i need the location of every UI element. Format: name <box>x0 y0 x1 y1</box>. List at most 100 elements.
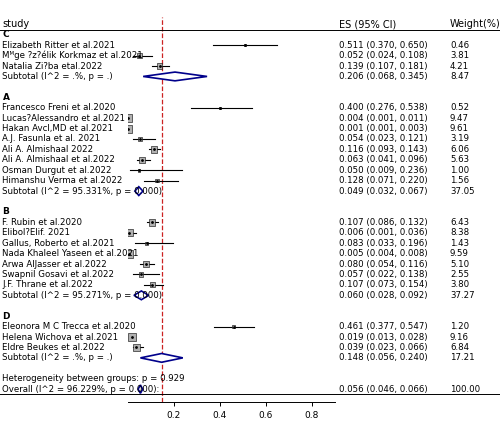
Text: 0.019 (0.013, 0.028): 0.019 (0.013, 0.028) <box>339 332 428 341</box>
Bar <box>149 219 156 226</box>
Text: 0.049 (0.032, 0.067): 0.049 (0.032, 0.067) <box>339 187 428 196</box>
Text: 0.060 (0.028, 0.092): 0.060 (0.028, 0.092) <box>339 291 428 300</box>
Text: 100.00: 100.00 <box>450 385 480 393</box>
Text: 0.107 (0.086, 0.132): 0.107 (0.086, 0.132) <box>339 218 428 227</box>
Text: Subtotal (I^2 = 95.331%, p = 0.000): Subtotal (I^2 = 95.331%, p = 0.000) <box>2 187 162 196</box>
Bar <box>150 283 154 287</box>
Bar <box>219 107 220 109</box>
Text: Ali A. Almishaal et al.2022: Ali A. Almishaal et al.2022 <box>2 155 116 164</box>
Text: 0.056 (0.046, 0.066): 0.056 (0.046, 0.066) <box>339 385 428 393</box>
Text: F. Rubin et al.2020: F. Rubin et al.2020 <box>2 218 82 227</box>
Text: Francesco Freni et al.2020: Francesco Freni et al.2020 <box>2 103 116 112</box>
Text: 5.10: 5.10 <box>450 260 469 269</box>
Bar <box>128 333 136 341</box>
Text: 0.46: 0.46 <box>450 41 469 50</box>
Text: 0.001 (0.001, 0.003): 0.001 (0.001, 0.003) <box>339 124 428 133</box>
Text: 6.84: 6.84 <box>450 343 469 352</box>
Bar <box>124 125 132 132</box>
Polygon shape <box>135 187 143 196</box>
Polygon shape <box>140 353 183 362</box>
Text: Lucas?Alessandro et al.2021: Lucas?Alessandro et al.2021 <box>2 114 126 123</box>
Bar <box>138 137 142 141</box>
Text: Mᴹge ?z?élik Korkmaz et al.2021: Mᴹge ?z?élik Korkmaz et al.2021 <box>2 51 144 60</box>
Text: 0.050 (0.009, 0.236): 0.050 (0.009, 0.236) <box>339 166 428 175</box>
Text: 0.206 (0.068, 0.345): 0.206 (0.068, 0.345) <box>339 72 428 81</box>
Text: 0.083 (0.033, 0.196): 0.083 (0.033, 0.196) <box>339 239 428 248</box>
Bar <box>244 44 246 46</box>
Text: 3.81: 3.81 <box>450 51 469 60</box>
Text: 6.06: 6.06 <box>450 145 469 154</box>
Text: 1.00: 1.00 <box>450 166 469 175</box>
Text: 0.400 (0.276, 0.538): 0.400 (0.276, 0.538) <box>339 103 428 112</box>
Bar <box>133 344 140 351</box>
Text: 0.054 (0.023, 0.121): 0.054 (0.023, 0.121) <box>339 135 428 144</box>
Text: Gallus, Roberto et al.2021: Gallus, Roberto et al.2021 <box>2 239 115 248</box>
Text: 0.52: 0.52 <box>450 103 469 112</box>
Text: 37.05: 37.05 <box>450 187 474 196</box>
Text: Swapnil Gosavi et al.2022: Swapnil Gosavi et al.2022 <box>2 270 114 279</box>
Text: Helena Wichova et al.2021: Helena Wichova et al.2021 <box>2 332 118 341</box>
Bar <box>138 273 142 276</box>
Text: 0.057 (0.022, 0.138): 0.057 (0.022, 0.138) <box>339 270 428 279</box>
Text: Weight(%): Weight(%) <box>450 19 500 29</box>
Text: B: B <box>2 207 10 216</box>
Bar <box>137 53 142 58</box>
Text: 3.19: 3.19 <box>450 135 469 144</box>
Text: 0.461 (0.377, 0.547): 0.461 (0.377, 0.547) <box>339 322 428 331</box>
Bar <box>157 63 162 69</box>
Bar <box>139 157 145 163</box>
Text: 0.052 (0.024, 0.108): 0.052 (0.024, 0.108) <box>339 51 428 60</box>
Bar <box>143 261 149 267</box>
Text: 1.43: 1.43 <box>450 239 469 248</box>
Text: ES (95% CI): ES (95% CI) <box>339 19 396 29</box>
Bar <box>124 114 132 122</box>
Text: Eldre Beukes et al.2022: Eldre Beukes et al.2022 <box>2 343 105 352</box>
Text: 0.063 (0.041, 0.096): 0.063 (0.041, 0.096) <box>339 155 428 164</box>
Bar <box>124 250 132 258</box>
Text: 8.38: 8.38 <box>450 228 469 237</box>
Text: 0.139 (0.107, 0.181): 0.139 (0.107, 0.181) <box>339 61 428 71</box>
Text: Hakan Avcl,MD et al.2021: Hakan Avcl,MD et al.2021 <box>2 124 114 133</box>
Text: Subtotal (I^2 = .%, p = .): Subtotal (I^2 = .%, p = .) <box>2 72 113 81</box>
Bar <box>145 242 148 245</box>
Text: 5.63: 5.63 <box>450 155 469 164</box>
Polygon shape <box>138 385 142 393</box>
Text: study: study <box>2 19 30 29</box>
Bar <box>125 229 132 237</box>
Bar <box>232 325 235 328</box>
Text: Subtotal (I^2 = 95.271%, p = 0.000): Subtotal (I^2 = 95.271%, p = 0.000) <box>2 291 162 300</box>
Text: 1.20: 1.20 <box>450 322 469 331</box>
Text: Elibol?Elif. 2021: Elibol?Elif. 2021 <box>2 228 70 237</box>
Text: 0.511 (0.370, 0.650): 0.511 (0.370, 0.650) <box>339 41 428 50</box>
Text: Nada Khaleel Yaseen et al.2021: Nada Khaleel Yaseen et al.2021 <box>2 249 139 258</box>
Text: 9.16: 9.16 <box>450 332 469 341</box>
Text: 0.148 (0.056, 0.240): 0.148 (0.056, 0.240) <box>339 353 428 362</box>
Text: Osman Durgut et al.2022: Osman Durgut et al.2022 <box>2 166 112 175</box>
Text: J.F. Thrane et al.2022: J.F. Thrane et al.2022 <box>2 280 94 289</box>
Text: 0.039 (0.023, 0.066): 0.039 (0.023, 0.066) <box>339 343 428 352</box>
Polygon shape <box>134 291 148 300</box>
Text: A: A <box>2 93 10 102</box>
Text: Arwa AlJasser et al.2022: Arwa AlJasser et al.2022 <box>2 260 107 269</box>
Text: 4.21: 4.21 <box>450 61 469 71</box>
Text: Subtotal (I^2 = .%, p = .): Subtotal (I^2 = .%, p = .) <box>2 353 113 362</box>
Text: Heterogeneity between groups: p = 0.929: Heterogeneity between groups: p = 0.929 <box>2 374 185 383</box>
Text: Himanshu Verma et al.2022: Himanshu Verma et al.2022 <box>2 176 123 185</box>
Text: 0.128 (0.071, 0.220): 0.128 (0.071, 0.220) <box>339 176 428 185</box>
Text: C: C <box>2 30 9 39</box>
Text: Natalia Zi?ba etal.2022: Natalia Zi?ba etal.2022 <box>2 61 103 71</box>
Text: 17.21: 17.21 <box>450 353 474 362</box>
Text: 2.55: 2.55 <box>450 270 469 279</box>
Text: D: D <box>2 312 10 321</box>
Text: 0.080 (0.054, 0.116): 0.080 (0.054, 0.116) <box>339 260 428 269</box>
Text: Eleonora M C Trecca et al.2020: Eleonora M C Trecca et al.2020 <box>2 322 136 331</box>
Text: 9.61: 9.61 <box>450 124 469 133</box>
Bar <box>151 146 158 153</box>
Text: 6.43: 6.43 <box>450 218 469 227</box>
Text: Overall (I^2 = 96.229%, p = 0.000):: Overall (I^2 = 96.229%, p = 0.000): <box>2 385 160 393</box>
Bar <box>138 169 140 172</box>
Text: 0.004 (0.001, 0.011): 0.004 (0.001, 0.011) <box>339 114 428 123</box>
Text: 0.005 (0.004, 0.008): 0.005 (0.004, 0.008) <box>339 249 428 258</box>
Bar <box>156 179 158 182</box>
Text: 1.56: 1.56 <box>450 176 469 185</box>
